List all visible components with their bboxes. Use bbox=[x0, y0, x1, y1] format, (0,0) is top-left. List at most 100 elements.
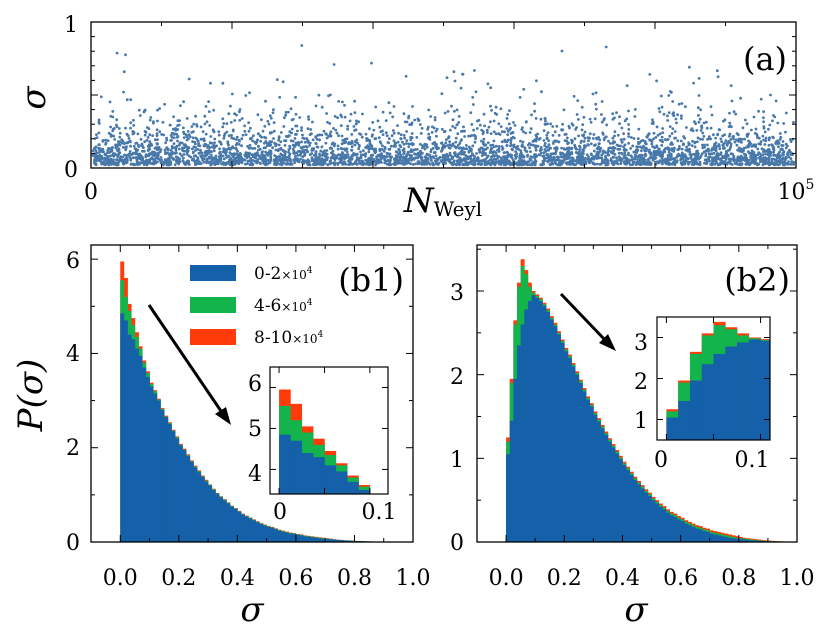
scatter-point bbox=[515, 147, 519, 151]
scatter-point bbox=[249, 146, 253, 150]
scatter-point bbox=[429, 150, 433, 154]
scatter-point bbox=[361, 163, 365, 167]
scatter-point bbox=[680, 147, 684, 151]
scatter-point bbox=[691, 139, 694, 143]
scatter-point bbox=[471, 96, 475, 99]
scatter-point bbox=[509, 143, 513, 147]
scatter-point bbox=[561, 159, 565, 163]
histogram-bar bbox=[321, 538, 326, 542]
histogram-bar bbox=[222, 500, 227, 542]
scatter-point bbox=[425, 145, 429, 149]
scatter-point bbox=[660, 144, 664, 147]
b1-xlabel: σ bbox=[240, 590, 264, 630]
scatter-point bbox=[666, 160, 669, 163]
histogram-bar bbox=[241, 514, 245, 542]
scatter-point bbox=[203, 114, 207, 118]
scatter-point bbox=[777, 154, 781, 158]
scatter-point bbox=[730, 157, 734, 161]
scatter-point bbox=[405, 142, 408, 145]
scatter-point bbox=[315, 162, 319, 166]
scatter-point bbox=[669, 155, 673, 159]
scatter-point bbox=[97, 143, 101, 147]
scatter-point bbox=[316, 133, 320, 137]
scatter-point bbox=[435, 160, 438, 164]
scatter-point bbox=[307, 118, 311, 121]
scatter-point bbox=[600, 120, 604, 124]
scatter-point bbox=[378, 160, 381, 164]
scatter-point bbox=[627, 123, 630, 126]
scatter-point bbox=[600, 100, 604, 103]
scatter-point bbox=[352, 152, 355, 155]
scatter-point bbox=[149, 162, 153, 165]
scatter-point bbox=[646, 158, 650, 162]
scatter-point bbox=[489, 86, 493, 90]
scatter-point bbox=[555, 124, 559, 128]
scatter-point bbox=[289, 107, 293, 111]
scatter-point bbox=[185, 138, 189, 142]
scatter-point bbox=[208, 146, 212, 150]
scatter-point bbox=[397, 131, 400, 135]
scatter-point bbox=[294, 144, 297, 147]
scatter-point bbox=[377, 136, 381, 140]
scatter-point bbox=[696, 136, 700, 140]
scatter-point bbox=[311, 147, 314, 151]
scatter-point bbox=[173, 163, 177, 167]
xtick-label-1e5: 105 bbox=[778, 177, 815, 205]
scatter-point bbox=[581, 155, 585, 159]
scatter-point bbox=[627, 135, 631, 138]
scatter-point bbox=[271, 146, 274, 150]
scatter-point bbox=[186, 130, 190, 133]
histogram-bar bbox=[295, 534, 300, 542]
scatter-point bbox=[497, 132, 501, 136]
scatter-point bbox=[355, 162, 359, 166]
scatter-point bbox=[296, 129, 299, 133]
scatter-point bbox=[413, 118, 417, 122]
scatter-point bbox=[431, 163, 435, 167]
scatter-point bbox=[163, 148, 167, 152]
scatter-point bbox=[232, 156, 235, 159]
scatter-point bbox=[421, 144, 424, 148]
scatter-point bbox=[311, 120, 314, 124]
scatter-point bbox=[230, 92, 234, 96]
scatter-point bbox=[452, 70, 456, 74]
scatter-point bbox=[478, 123, 482, 127]
scatter-point bbox=[710, 113, 714, 117]
scatter-point bbox=[109, 125, 112, 129]
scatter-point bbox=[337, 100, 341, 103]
scatter-point bbox=[132, 124, 136, 127]
scatter-point bbox=[655, 144, 659, 148]
scatter-point bbox=[485, 156, 489, 160]
scatter-point bbox=[598, 156, 602, 160]
scatter-point bbox=[171, 127, 175, 131]
scatter-point bbox=[222, 122, 226, 125]
scatter-point bbox=[163, 102, 167, 106]
scatter-point bbox=[784, 111, 788, 115]
scatter-point bbox=[680, 153, 684, 156]
scatter-point bbox=[633, 150, 636, 154]
scatter-point bbox=[240, 137, 244, 141]
scatter-point bbox=[773, 115, 777, 119]
scatter-point bbox=[274, 148, 278, 152]
scatter-point bbox=[736, 159, 739, 163]
scatter-point bbox=[254, 154, 258, 158]
scatter-point bbox=[463, 129, 466, 133]
scatter-point bbox=[591, 137, 595, 140]
scatter-point bbox=[666, 154, 670, 157]
scatter-point bbox=[549, 146, 552, 150]
scatter-point bbox=[346, 153, 350, 157]
scatter-point bbox=[524, 150, 528, 153]
scatter-point bbox=[574, 163, 577, 167]
scatter-point bbox=[593, 117, 597, 121]
scatter-point bbox=[776, 160, 780, 163]
scatter-point bbox=[279, 146, 283, 150]
scatter-point bbox=[261, 150, 264, 154]
scatter-point bbox=[264, 162, 268, 166]
scatter-point bbox=[464, 154, 468, 157]
scatter-point bbox=[384, 119, 388, 122]
scatter-point bbox=[586, 143, 590, 146]
scatter-point bbox=[239, 152, 243, 156]
b1-inset-xtick-0: 0 bbox=[273, 500, 287, 525]
scatter-point bbox=[482, 112, 486, 116]
scatter-point bbox=[451, 125, 455, 128]
scatter-point bbox=[227, 134, 231, 138]
